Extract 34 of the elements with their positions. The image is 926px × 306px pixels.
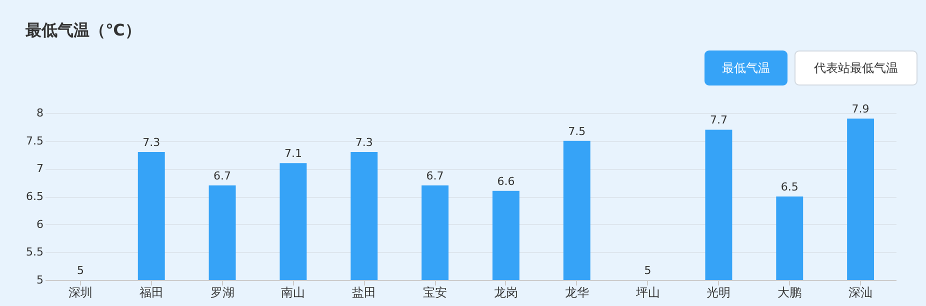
data-label: 7.3	[142, 136, 160, 149]
x-tick-label: 坪山	[634, 286, 660, 300]
x-tick-label: 深汕	[848, 286, 873, 300]
x-tick-label: 龙华	[564, 286, 589, 300]
x-tick-label: 龙岗	[494, 286, 518, 300]
data-label: 6.6	[497, 174, 515, 188]
data-label: 6.7	[214, 169, 232, 182]
x-tick-label: 盐田	[352, 286, 376, 300]
x-tick-label: 罗湖	[210, 286, 234, 300]
y-tick-label: 7	[36, 162, 44, 176]
data-label: 5	[644, 264, 652, 277]
x-tick-label: 深圳	[68, 286, 92, 300]
data-label: 7.7	[710, 114, 728, 127]
y-tick-label: 6.5	[26, 190, 44, 203]
y-tick-label: 6	[36, 218, 44, 231]
data-label: 6.5	[780, 180, 798, 194]
y-tick-label: 5	[36, 274, 44, 286]
data-label: 6.7	[426, 169, 444, 182]
x-tick-label: 宝安	[423, 286, 448, 300]
chart-title: 最低气温（℃）	[24, 20, 141, 40]
data-label: 5	[76, 264, 84, 277]
y-tick-label: 8	[36, 106, 44, 120]
data-label: 7.3	[355, 136, 373, 149]
data-label: 7.9	[852, 102, 870, 116]
x-tick-label: 福田	[139, 286, 164, 300]
y-tick-label: 7.5	[26, 134, 44, 148]
text: 代表站最低气温	[813, 61, 898, 75]
x-tick-label: 光明	[706, 286, 731, 300]
y-tick-label: 5.5	[26, 246, 44, 259]
x-tick-label: 大鹏	[778, 286, 802, 300]
data-label: 7.5	[568, 124, 586, 138]
data-label: 7.1	[284, 147, 302, 160]
text: 最低气温	[722, 61, 770, 75]
x-tick-label: 南山	[281, 286, 306, 300]
